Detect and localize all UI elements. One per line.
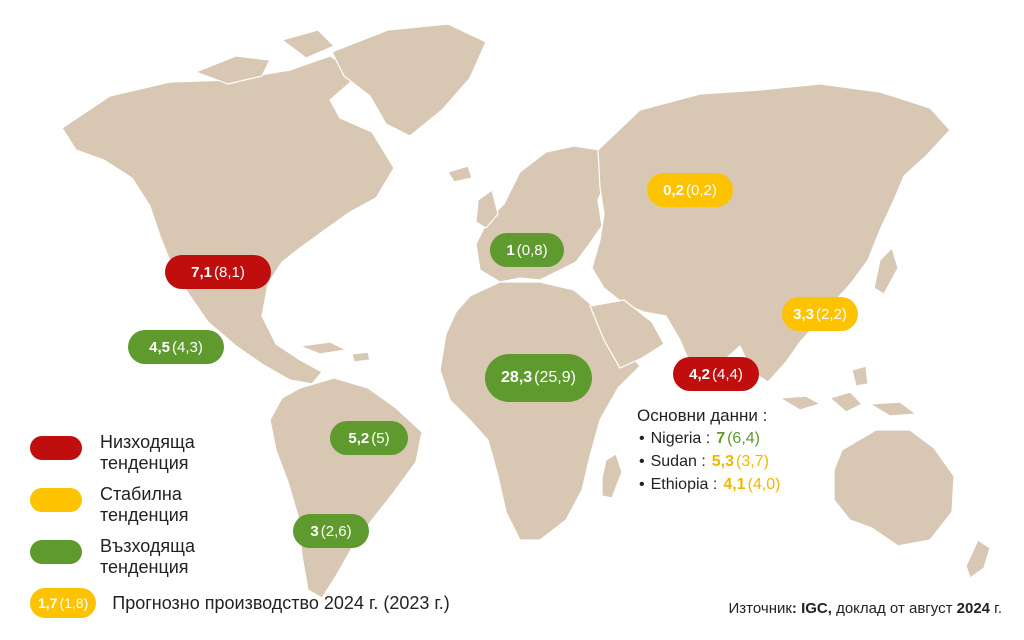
marker-india-previous: (4,4) (712, 365, 743, 383)
forecast-label: Прогнозно производство 2024 г. (2023 г.) (112, 592, 450, 613)
arabia (589, 299, 665, 369)
note-nigeria: • Nigeria : 7 (6,4) (637, 427, 780, 450)
caribbean (297, 341, 371, 363)
asia (591, 83, 951, 383)
madagascar (601, 453, 623, 499)
note-value: 5,3 (711, 453, 735, 470)
source-text: доклад от август (831, 600, 957, 617)
marker-brazil-value: 5,2 (348, 429, 370, 447)
marker-usa: 7,1 (8,1) (165, 255, 271, 289)
legend-swatch-decreasing (30, 436, 82, 460)
forecast-example-value: 1,7 (38, 595, 58, 611)
forecast-example-previous: (1,8) (59, 595, 89, 611)
source-suffix: г. (990, 600, 1002, 617)
legend-label-increasing: Възходяща тенденция (100, 536, 195, 577)
indonesia (778, 365, 918, 417)
legend-forecast: 1,7 (1,8) Прогнозно производство 2024 г. … (30, 588, 450, 618)
australia (833, 429, 955, 547)
marker-brazil-previous: (5) (371, 429, 390, 447)
legend-swatch-increasing (30, 540, 82, 564)
legend-label-decreasing: Низходяща тенденция (100, 432, 195, 473)
source-year: 2024 (956, 600, 991, 617)
legend-increasing: Възходяща тенденция (30, 536, 240, 578)
marker-argentina-previous: (2,6) (320, 522, 352, 540)
note-previous: (4,0) (747, 476, 781, 493)
arctic-islands (194, 29, 336, 85)
marker-mexico: 4,5 (4,3) (128, 330, 224, 364)
marker-argentina: 3 (2,6) (293, 514, 369, 548)
south-america (269, 377, 423, 599)
key-data: Основни данни : • Nigeria : 7 (6,4) • Su… (637, 404, 780, 496)
new-zealand (965, 539, 991, 579)
marker-russia-value: 0,2 (663, 181, 684, 199)
note-previous: (6,4) (727, 430, 760, 447)
marker-mexico-value: 4,5 (149, 338, 170, 356)
legend-label-stable: Стабилна тенденция (100, 484, 189, 525)
marker-russia: 0,2 (0,2) (647, 173, 733, 207)
marker-brazil: 5,2 (5) (330, 421, 408, 455)
forecast-example-pill: 1,7 (1,8) (30, 588, 97, 618)
marker-russia-previous: (0,2) (686, 181, 717, 199)
note-sudan: • Sudan : 5,3 (3,7) (637, 450, 780, 473)
marker-europe-value: 1 (506, 241, 515, 259)
marker-usa-value: 7,1 (191, 263, 212, 281)
marker-europe-previous: (0,8) (516, 241, 548, 259)
note-previous: (3,7) (736, 453, 769, 470)
british-isles (447, 165, 499, 229)
note-country: Sudan : (650, 453, 706, 470)
marker-argentina-value: 3 (310, 522, 319, 540)
marker-china: 3,3 (2,2) (782, 297, 858, 331)
note-country: Nigeria : (650, 430, 711, 447)
source-note: Източник: IGC, доклад от август 2024 г. (729, 600, 1003, 617)
key-data-title: Основни данни : (637, 406, 768, 425)
north-america (61, 55, 395, 385)
marker-europe: 1 (0,8) (490, 233, 564, 267)
marker-mexico-previous: (4,3) (172, 338, 203, 356)
greenland (331, 23, 487, 137)
bullet-icon: • (639, 453, 645, 470)
note-ethiopia: • Ethiopia : 4,1 (4,0) (637, 473, 780, 496)
bullet-icon: • (639, 430, 645, 447)
note-value: 7 (716, 430, 726, 447)
marker-usa-previous: (8,1) (214, 263, 245, 281)
marker-africa-value: 28,3 (501, 369, 533, 386)
marker-africa: 28,3 (25,9) (485, 354, 592, 402)
legend-decreasing: Низходяща тенденция (30, 432, 240, 474)
marker-africa-previous: (25,9) (534, 369, 576, 386)
marker-china-value: 3,3 (793, 305, 814, 323)
note-country: Ethiopia : (650, 476, 718, 493)
africa (439, 281, 641, 541)
legend-swatch-stable (30, 488, 82, 512)
marker-india: 4,2 (4,4) (673, 357, 759, 391)
source-org: : IGC, (791, 600, 832, 617)
japan (873, 246, 899, 295)
marker-china-previous: (2,2) (816, 305, 847, 323)
note-value: 4,1 (723, 476, 746, 493)
bullet-icon: • (639, 476, 645, 493)
source-prefix: Източник (728, 600, 792, 617)
legend-stable: Стабилна тенденция (30, 484, 240, 526)
marker-india-value: 4,2 (689, 365, 710, 383)
